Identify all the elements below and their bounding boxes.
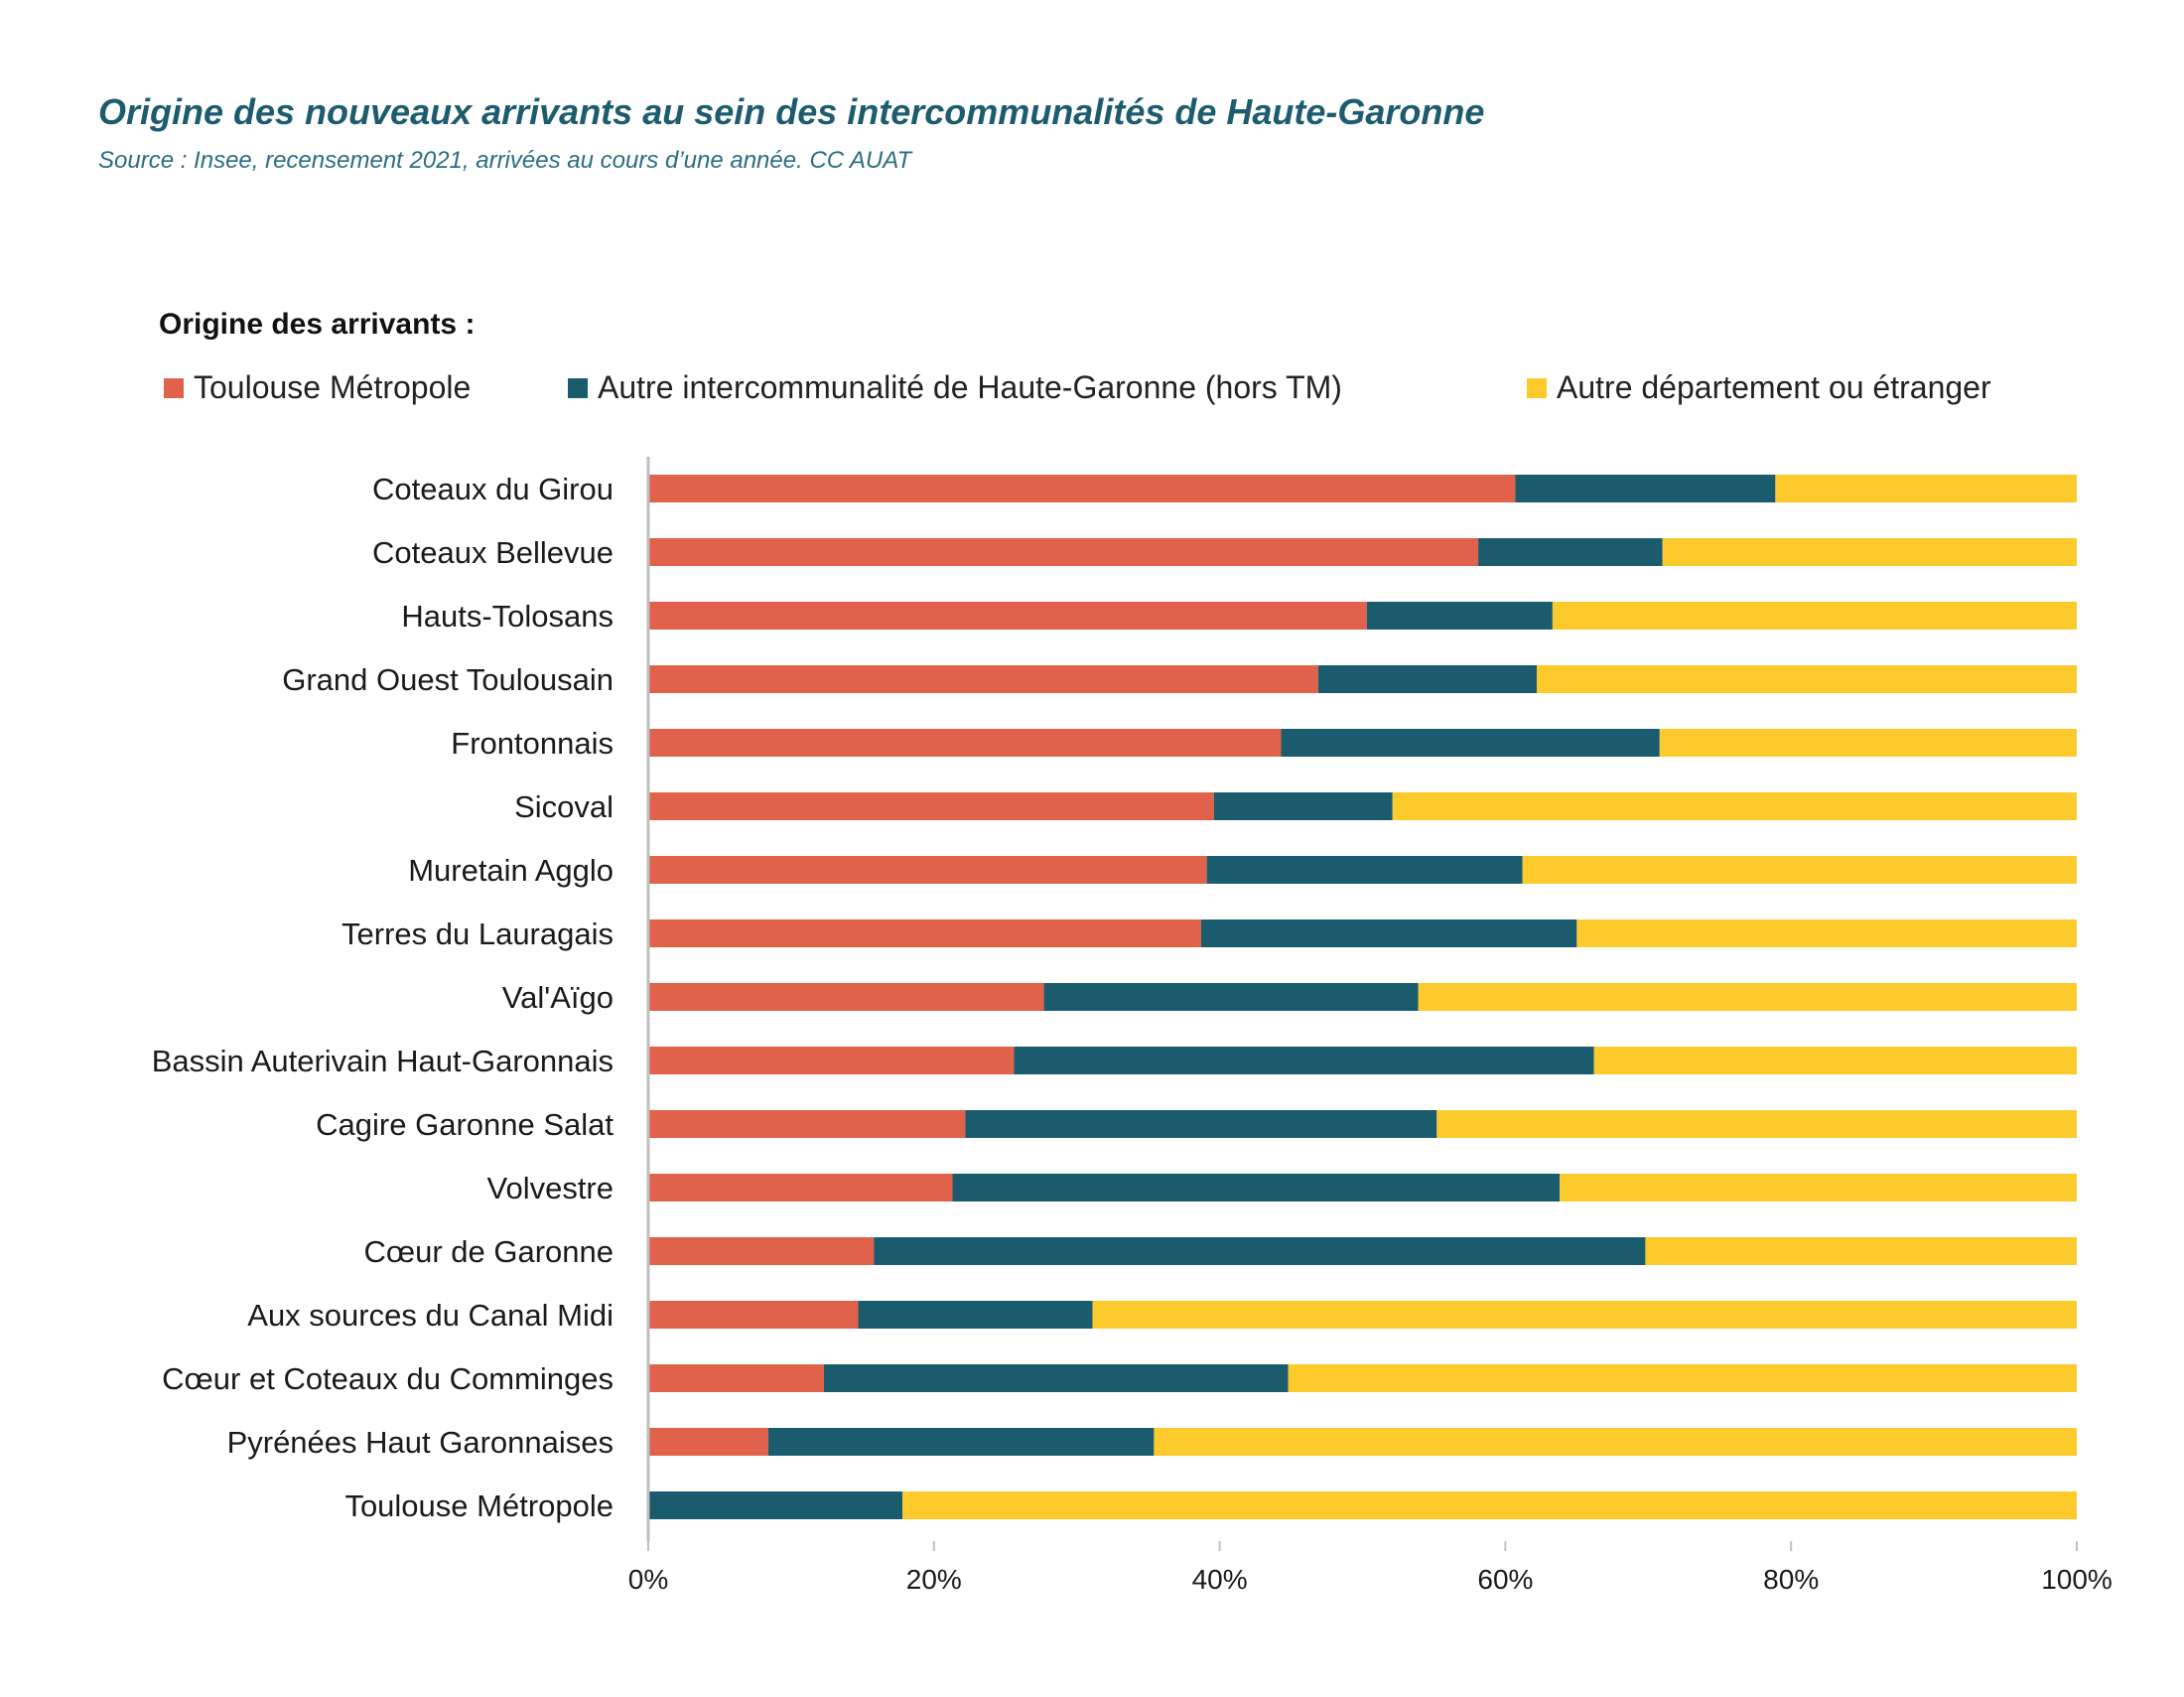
bar-frontonnais-series-1 xyxy=(648,729,1282,757)
legend-label: Autre intercommunalité de Haute-Garonne … xyxy=(598,369,1342,405)
x-tick-label-80pct: 80% xyxy=(1763,1564,1819,1595)
legend-item-toulouse-metropole: Toulouse Métropole xyxy=(164,369,471,406)
legend-label: Autre département ou étranger xyxy=(1557,369,1991,405)
bar-coteaux-du-girou-series-1 xyxy=(648,475,1516,502)
category-label-sicoval: Sicoval xyxy=(514,789,614,824)
bar-sicoval-series-1 xyxy=(648,792,1214,820)
bar-c-ur-de-garonne-series-3 xyxy=(1645,1237,2077,1265)
bar-bassin-auterivain-haut-garonnais-series-1 xyxy=(648,1047,1015,1074)
bar-pyrenees-haut-garonnaises-series-1 xyxy=(648,1428,768,1456)
chart-title: Origine des nouveaux arrivants au sein d… xyxy=(98,91,1485,132)
legend-title: Origine des arrivants : xyxy=(159,308,476,341)
x-tick-label-0pct: 0% xyxy=(628,1564,668,1595)
category-label-volvestre: Volvestre xyxy=(486,1171,614,1205)
legend-swatch-autre-departement xyxy=(1527,377,1547,398)
x-axis-ticks: 0% 20% 40% 60% 80% 100% xyxy=(628,1541,2113,1595)
category-label-toulouse-metropole: Toulouse Métropole xyxy=(344,1488,614,1523)
bar-cagire-garonne-salat-series-2 xyxy=(965,1110,1437,1138)
bar-val-aigo-series-2 xyxy=(1043,983,1419,1011)
bar-muretain-agglo-series-1 xyxy=(648,856,1207,884)
bar-coteaux-du-girou-series-3 xyxy=(1775,475,2077,502)
bar-c-ur-et-coteaux-du-comminges-series-3 xyxy=(1288,1364,2077,1392)
bar-frontonnais-series-3 xyxy=(1659,729,2077,757)
legend-label: Toulouse Métropole xyxy=(194,369,472,405)
category-label-muretain-agglo: Muretain Agglo xyxy=(408,853,614,888)
bar-aux-sources-du-canal-midi-series-1 xyxy=(648,1301,859,1329)
legend-swatch-toulouse-metropole xyxy=(164,377,184,398)
x-tick-label-100pct: 100% xyxy=(2041,1564,2113,1595)
x-tick-label-40pct: 40% xyxy=(1192,1564,1248,1595)
category-label-aux-sources-du-canal-midi: Aux sources du Canal Midi xyxy=(247,1298,614,1333)
category-label-c-ur-et-coteaux-du-comminges: Cœur et Coteaux du Comminges xyxy=(162,1361,614,1396)
bar-grand-ouest-toulousain-series-2 xyxy=(1317,665,1538,693)
bar-bassin-auterivain-haut-garonnais-series-2 xyxy=(1014,1047,1594,1074)
category-labels: Coteaux du Girou Coteaux Bellevue Hauts-To… xyxy=(152,472,614,1523)
bar-terres-du-lauragais-series-3 xyxy=(1576,919,2077,947)
x-tick-label-20pct: 20% xyxy=(906,1564,962,1595)
bar-c-ur-et-coteaux-du-comminges-series-2 xyxy=(823,1364,1289,1392)
bar-c-ur-de-garonne-series-1 xyxy=(648,1237,875,1265)
bar-pyrenees-haut-garonnaises-series-2 xyxy=(767,1428,1155,1456)
bars-layer xyxy=(648,475,2077,1519)
bar-pyrenees-haut-garonnaises-series-3 xyxy=(1154,1428,2077,1456)
bar-sicoval-series-2 xyxy=(1213,792,1393,820)
bar-muretain-agglo-series-2 xyxy=(1206,856,1523,884)
bar-coteaux-bellevue-series-1 xyxy=(648,538,1479,566)
bar-grand-ouest-toulousain-series-1 xyxy=(648,665,1318,693)
legend-swatch-autre-intercommunalite xyxy=(568,377,588,398)
category-label-val-aigo: Val'Aïgo xyxy=(502,980,614,1015)
bar-cagire-garonne-salat-series-1 xyxy=(648,1110,966,1138)
bar-volvestre-series-3 xyxy=(1560,1174,2077,1202)
bar-muretain-agglo-series-3 xyxy=(1522,856,2077,884)
bar-hauts-tolosans-series-3 xyxy=(1552,602,2077,630)
category-label-coteaux-du-girou: Coteaux du Girou xyxy=(372,472,614,506)
bar-hauts-tolosans-series-1 xyxy=(648,602,1367,630)
bar-c-ur-de-garonne-series-2 xyxy=(874,1237,1646,1265)
bar-coteaux-du-girou-series-2 xyxy=(1515,475,1776,502)
bar-c-ur-et-coteaux-du-comminges-series-1 xyxy=(648,1364,824,1392)
category-label-bassin-auterivain-haut-garonnais: Bassin Auterivain Haut-Garonnais xyxy=(152,1044,614,1078)
bar-toulouse-metropole-series-2 xyxy=(648,1491,903,1519)
bar-aux-sources-du-canal-midi-series-2 xyxy=(858,1301,1093,1329)
x-tick-label-60pct: 60% xyxy=(1477,1564,1533,1595)
legend-item-autre-intercommunalite: Autre intercommunalité de Haute-Garonne … xyxy=(568,369,1342,406)
bar-sicoval-series-3 xyxy=(1392,792,2077,820)
bar-hauts-tolosans-series-2 xyxy=(1366,602,1553,630)
bar-toulouse-metropole-series-3 xyxy=(902,1491,2077,1519)
bar-val-aigo-series-1 xyxy=(648,983,1044,1011)
category-label-frontonnais: Frontonnais xyxy=(451,726,614,761)
bar-volvestre-series-1 xyxy=(648,1174,953,1202)
legend-item-autre-departement: Autre département ou étranger xyxy=(1527,369,1991,406)
bar-bassin-auterivain-haut-garonnais-series-3 xyxy=(1593,1047,2077,1074)
bar-terres-du-lauragais-series-2 xyxy=(1200,919,1577,947)
bar-volvestre-series-2 xyxy=(952,1174,1561,1202)
bar-aux-sources-du-canal-midi-series-3 xyxy=(1092,1301,2077,1329)
bar-frontonnais-series-2 xyxy=(1281,729,1660,757)
category-label-pyrenees-haut-garonnaises: Pyrénées Haut Garonnaises xyxy=(227,1425,614,1460)
category-label-grand-ouest-toulousain: Grand Ouest Toulousain xyxy=(282,662,614,697)
category-label-terres-du-lauragais: Terres du Lauragais xyxy=(341,917,614,951)
category-label-hauts-tolosans: Hauts-Tolosans xyxy=(401,599,614,634)
bar-val-aigo-series-3 xyxy=(1418,983,2077,1011)
category-label-coteaux-bellevue: Coteaux Bellevue xyxy=(372,535,614,570)
category-label-c-ur-de-garonne: Cœur de Garonne xyxy=(363,1234,614,1269)
bar-cagire-garonne-salat-series-3 xyxy=(1436,1110,2077,1138)
chart-source: Source : Insee, recensement 2021, arrivé… xyxy=(98,147,912,174)
bar-coteaux-bellevue-series-3 xyxy=(1662,538,2077,566)
category-label-cagire-garonne-salat: Cagire Garonne Salat xyxy=(316,1107,614,1142)
bar-coteaux-bellevue-series-2 xyxy=(1478,538,1663,566)
bar-terres-du-lauragais-series-1 xyxy=(648,919,1201,947)
bar-grand-ouest-toulousain-series-3 xyxy=(1537,665,2077,693)
